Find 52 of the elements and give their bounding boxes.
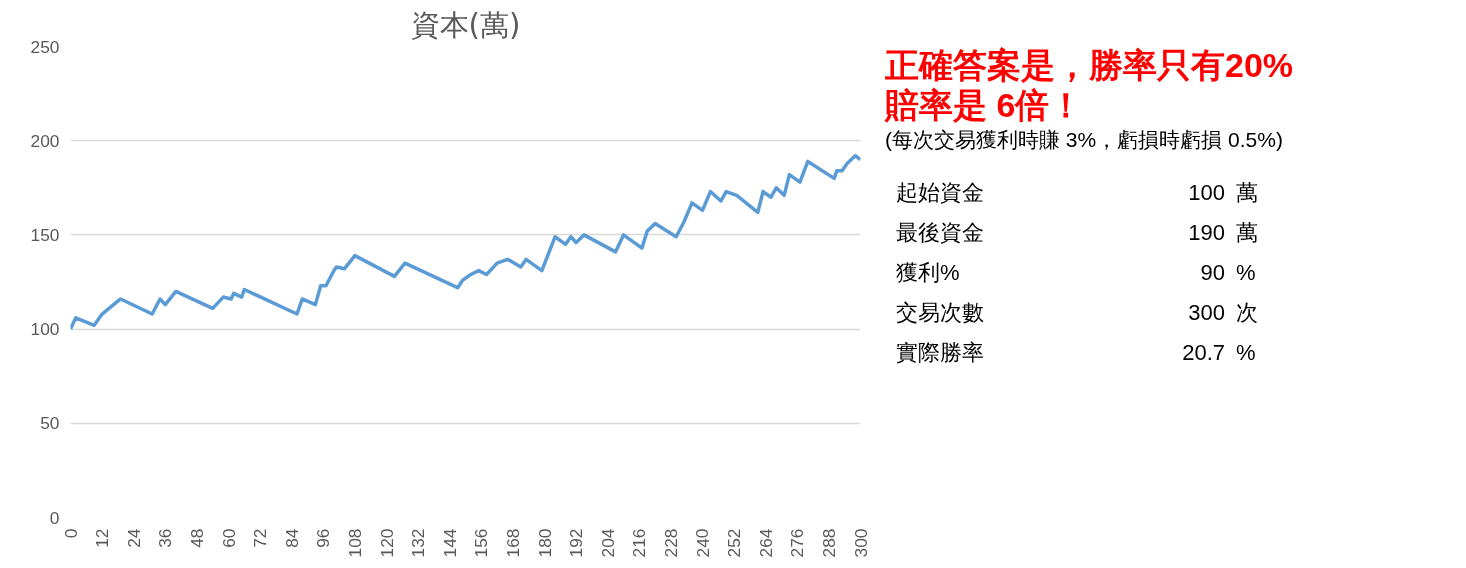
x-tick-label: 252 (724, 528, 745, 558)
text: (每次交易獲利時賺 3%，虧損時虧損 0.5%) (885, 127, 1284, 153)
text: 20.7 (1181, 339, 1226, 367)
text: 90 (1199, 259, 1226, 287)
x-tick-label: 204 (597, 528, 618, 558)
text: 實際勝率 (895, 339, 985, 367)
x-tick-label: 156 (471, 528, 492, 558)
chart-title: 資本(萬) (410, 7, 521, 42)
x-tick-label: 0 (60, 528, 81, 539)
x-tick-label: 96 (313, 528, 334, 548)
text: 賠率是 6倍！ (885, 85, 1085, 125)
y-tick-label: 0 (49, 507, 60, 528)
x-tick-label: 132 (408, 528, 429, 558)
x-tick-label: 72 (250, 528, 271, 548)
text: 次 (1235, 299, 1259, 327)
line-series (70, 154, 861, 331)
x-tick-label: 60 (218, 528, 239, 548)
x-tick-label: 180 (534, 528, 555, 558)
text: 300 (1187, 299, 1226, 327)
x-tick-label: 24 (123, 528, 144, 548)
text: 萬 (1235, 219, 1259, 247)
x-tick-label: 36 (155, 528, 176, 548)
x-tick-label: 120 (376, 528, 397, 558)
y-tick-label: 100 (30, 319, 60, 340)
x-tick-label: 276 (787, 528, 808, 558)
text: 最後資金 (895, 219, 985, 247)
y-tick-label: 250 (30, 36, 60, 57)
x-tick-label: 12 (92, 528, 113, 548)
x-tick-label: 168 (502, 528, 523, 558)
text: % (1235, 339, 1257, 367)
y-tick-label: 150 (30, 224, 60, 245)
text: 獲利% (895, 259, 961, 287)
x-tick-label: 216 (629, 528, 650, 558)
y-tick-label: 200 (30, 130, 60, 151)
text: 正確答案是，勝率只有20% (885, 45, 1294, 85)
text: 100 (1187, 179, 1226, 207)
x-tick-label: 108 (344, 528, 365, 558)
text: 起始資金 (895, 179, 985, 207)
text: % (1235, 259, 1257, 287)
x-tick-label: 264 (755, 528, 776, 558)
x-tick-label: 144 (439, 528, 460, 558)
text: 190 (1187, 219, 1226, 247)
y-tick-label: 50 (40, 413, 60, 434)
x-tick-label: 240 (692, 528, 713, 558)
text: 交易次數 (895, 299, 985, 327)
x-tick-label: 228 (660, 528, 681, 558)
x-tick-label: 84 (281, 528, 302, 548)
x-tick-label: 288 (818, 528, 839, 558)
text: 萬 (1235, 179, 1259, 207)
x-tick-label: 48 (186, 528, 207, 548)
x-tick-label: 192 (566, 528, 587, 558)
x-tick-label: 300 (850, 528, 871, 558)
